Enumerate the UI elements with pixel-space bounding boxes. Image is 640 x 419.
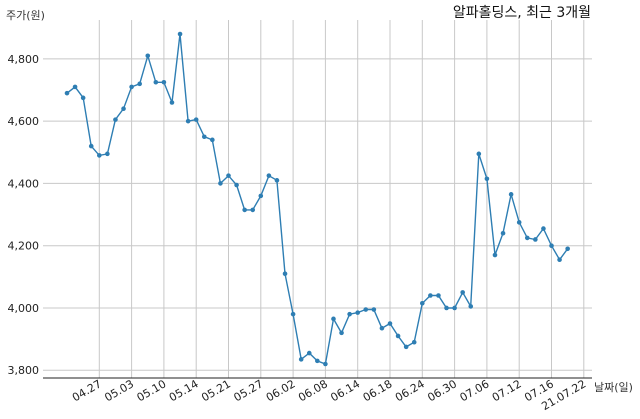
x-tick-label: 05.21 (199, 377, 233, 404)
x-axis-label: 날짜(일) (594, 380, 633, 394)
data-point (549, 243, 554, 248)
y-tick-label: 4,400 (8, 177, 40, 190)
data-point (113, 117, 118, 122)
data-point (371, 307, 377, 312)
data-point (177, 31, 183, 37)
data-point (476, 151, 482, 157)
data-point (97, 153, 102, 158)
data-point (121, 106, 126, 112)
x-tick-label: 06.24 (393, 377, 427, 404)
data-point (282, 271, 288, 277)
data-point (379, 325, 385, 331)
data-point (201, 134, 207, 140)
data-point (226, 173, 231, 178)
data-point (250, 207, 256, 213)
data-point (565, 246, 570, 252)
data-point (193, 117, 199, 122)
data-point (516, 220, 522, 225)
data-point (218, 181, 223, 186)
data-point (541, 226, 546, 231)
data-point (428, 293, 433, 298)
chart-title: 알파홀딩스, 최근 3개월 (453, 5, 591, 21)
data-point (347, 311, 352, 317)
x-tick-label: 06.02 (264, 377, 298, 404)
y-tick-label: 4,000 (8, 302, 40, 315)
data-point (153, 79, 159, 85)
data-point (557, 257, 562, 263)
data-point (355, 310, 361, 315)
data-point (161, 79, 167, 85)
x-tick-labels: 04.2705.0305.1005.1405.2105.2706.0206.08… (70, 377, 588, 413)
y-axis-label: 주가(원) (6, 9, 45, 22)
data-point (363, 307, 369, 312)
data-point (452, 305, 457, 311)
data-point (137, 81, 142, 87)
y-tick-label: 4,800 (8, 53, 40, 66)
data-point (339, 330, 344, 336)
data-point (105, 151, 110, 157)
data-point (64, 90, 70, 96)
y-tick-label: 4,600 (8, 115, 40, 128)
data-point (331, 316, 336, 322)
series-line (66, 33, 569, 365)
data-point (387, 321, 393, 326)
data-point (242, 207, 247, 213)
data-point (411, 339, 417, 345)
data-point (468, 304, 474, 309)
data-point (129, 84, 134, 90)
data-point (436, 293, 441, 298)
data-point (72, 84, 78, 90)
data-point (266, 173, 272, 178)
data-point (420, 300, 425, 306)
data-point (484, 176, 490, 182)
data-point (444, 305, 449, 311)
data-point (210, 137, 215, 143)
y-tick-label: 3,800 (8, 364, 40, 377)
series-points (64, 31, 570, 367)
data-point (258, 193, 264, 199)
x-tick-label: 05.10 (135, 377, 169, 404)
x-tick-label: 06.14 (328, 377, 362, 404)
x-tick-label: 07.06 (458, 377, 492, 404)
gridlines (43, 20, 592, 378)
x-tick-label: 05.14 (167, 377, 201, 404)
data-point (234, 182, 239, 188)
data-point (185, 118, 191, 124)
data-point (323, 361, 328, 367)
y-tick-labels: 3,800 4,000 4,200 4,400 4,600 4,800 (8, 53, 40, 377)
x-tick-label: 05.27 (232, 377, 266, 404)
data-point (500, 230, 506, 236)
data-point (88, 143, 94, 149)
data-point (492, 252, 498, 258)
data-point (306, 350, 312, 356)
data-point (80, 95, 86, 101)
y-tick-label: 4,200 (8, 240, 40, 253)
x-tick-label: 04.27 (70, 377, 104, 404)
data-point (298, 357, 304, 362)
x-tick-label: 07.12 (490, 377, 524, 404)
x-tick-label: 06.08 (296, 377, 330, 404)
x-tick-label: 05.03 (102, 377, 136, 404)
data-point (145, 53, 151, 59)
data-point (169, 100, 175, 105)
data-point (533, 237, 538, 242)
data-point (395, 333, 401, 339)
data-point (524, 235, 530, 241)
data-point (290, 311, 296, 317)
data-point (315, 358, 320, 364)
x-tick-label: 06.18 (361, 377, 395, 404)
data-point (460, 290, 465, 295)
data-point (274, 178, 280, 183)
data-point (403, 344, 409, 350)
data-point (508, 192, 514, 197)
x-tick-label: 06.30 (425, 377, 459, 404)
